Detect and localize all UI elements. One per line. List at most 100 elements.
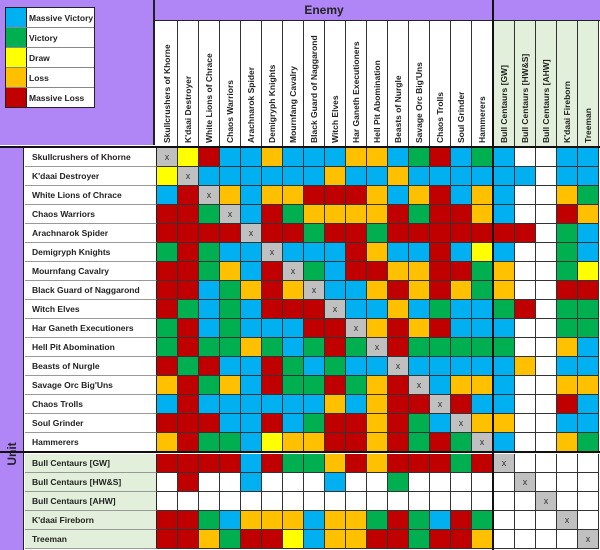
matchup-cell <box>220 433 241 452</box>
matchup-cell <box>451 243 472 262</box>
matchup-cell <box>578 262 599 281</box>
matchup-cell <box>325 186 346 205</box>
matchup-cell <box>283 433 304 452</box>
matchup-cell <box>430 414 451 433</box>
matchup-cell <box>157 205 178 224</box>
matchup-cell <box>304 205 325 224</box>
matchup-cell <box>346 511 367 530</box>
matchup-cell: x <box>262 243 283 262</box>
matchup-cell <box>325 376 346 395</box>
matchup-cell <box>557 205 578 224</box>
matchup-cell <box>494 319 515 338</box>
matchup-cell <box>346 243 367 262</box>
matchup-cell <box>388 511 409 530</box>
matchup-cell <box>241 357 262 376</box>
matchup-cell <box>451 395 472 414</box>
matchup-cell <box>346 395 367 414</box>
matchup-cell <box>157 433 178 452</box>
matchup-cell <box>367 319 388 338</box>
row-header: Bull Centaurs [AHW] <box>25 492 157 511</box>
matchup-cell <box>409 492 430 511</box>
matchup-cell <box>472 473 493 492</box>
matchup-cell: x <box>472 433 493 452</box>
matchup-cell <box>304 167 325 186</box>
matchup-cell <box>199 511 220 530</box>
matchup-cell <box>367 454 388 473</box>
matchup-cell <box>220 186 241 205</box>
matchup-cell <box>557 167 578 186</box>
matchup-cell <box>178 243 199 262</box>
matchup-cell <box>536 167 557 186</box>
matchup-cell <box>494 376 515 395</box>
matchup-cell <box>157 243 178 262</box>
row-header: Chaos Warriors <box>25 205 157 224</box>
column-header-label: Arachnarok Spider <box>246 66 256 143</box>
matchup-cell <box>388 148 409 167</box>
matchup-cell <box>430 148 451 167</box>
matchup-cell <box>283 186 304 205</box>
matchup-cell <box>325 473 346 492</box>
matchup-cell <box>283 205 304 224</box>
matchup-cell <box>409 357 430 376</box>
matchup-cell <box>472 243 493 262</box>
matchup-cell <box>199 319 220 338</box>
matchup-cell <box>409 148 430 167</box>
matchup-cell <box>515 414 536 433</box>
matchup-cell <box>494 414 515 433</box>
matchup-cell <box>199 300 220 319</box>
matchup-cell <box>578 433 599 452</box>
column-section-divider <box>492 0 494 550</box>
matchup-cell <box>430 224 451 243</box>
matchup-cell <box>515 511 536 530</box>
column-header-label: Chaos Trolls <box>435 91 445 143</box>
matchup-cell <box>472 492 493 511</box>
matchup-cell <box>262 167 283 186</box>
matchup-cell <box>451 492 472 511</box>
matchup-cell <box>262 205 283 224</box>
matchup-cell <box>178 205 199 224</box>
matchup-cell <box>241 433 262 452</box>
matchup-cell <box>346 186 367 205</box>
matchup-cell <box>515 300 536 319</box>
matchup-cell <box>346 376 367 395</box>
matchup-cell <box>472 319 493 338</box>
matchup-cell <box>515 205 536 224</box>
matchup-cell <box>304 433 325 452</box>
matchup-cell <box>367 262 388 281</box>
matchup-cell: x <box>494 454 515 473</box>
matchup-cell <box>178 492 199 511</box>
unit-axis-panel: Unit <box>0 147 24 550</box>
column-header-label: Bull Centaurs [GW] <box>499 65 509 143</box>
matchup-cell <box>199 414 220 433</box>
matchup-cell <box>157 454 178 473</box>
matchup-cell <box>367 300 388 319</box>
column-header-label: Mournfang Cavalry <box>288 66 298 143</box>
matchup-cell <box>178 530 199 549</box>
column-header-label: Har Ganeth Executioners <box>351 41 361 143</box>
matchup-cell <box>515 167 536 186</box>
matchup-cell <box>494 148 515 167</box>
matchup-cell <box>367 167 388 186</box>
matchup-cell <box>388 395 409 414</box>
matchup-cell <box>262 530 283 549</box>
matchup-cell <box>515 262 536 281</box>
legend-swatch <box>6 28 27 47</box>
matchup-cell <box>346 433 367 452</box>
matchup-cell <box>241 205 262 224</box>
matchup-cell: x <box>241 224 262 243</box>
matchup-cell <box>472 357 493 376</box>
matchup-cell <box>367 530 388 549</box>
matchup-cell <box>157 511 178 530</box>
legend-label: Massive Loss <box>29 93 85 103</box>
column-header: Chaos Warriors <box>220 21 241 147</box>
matchup-cell <box>283 492 304 511</box>
matchup-cell <box>241 473 262 492</box>
matchup-cell <box>409 395 430 414</box>
matchup-cell <box>241 243 262 262</box>
matchup-cell <box>430 376 451 395</box>
matchup-cell <box>241 376 262 395</box>
row-header: Beasts of Nurgle <box>25 357 157 376</box>
matchup-cell <box>494 243 515 262</box>
matchup-cell <box>199 530 220 549</box>
matchup-cell <box>451 454 472 473</box>
